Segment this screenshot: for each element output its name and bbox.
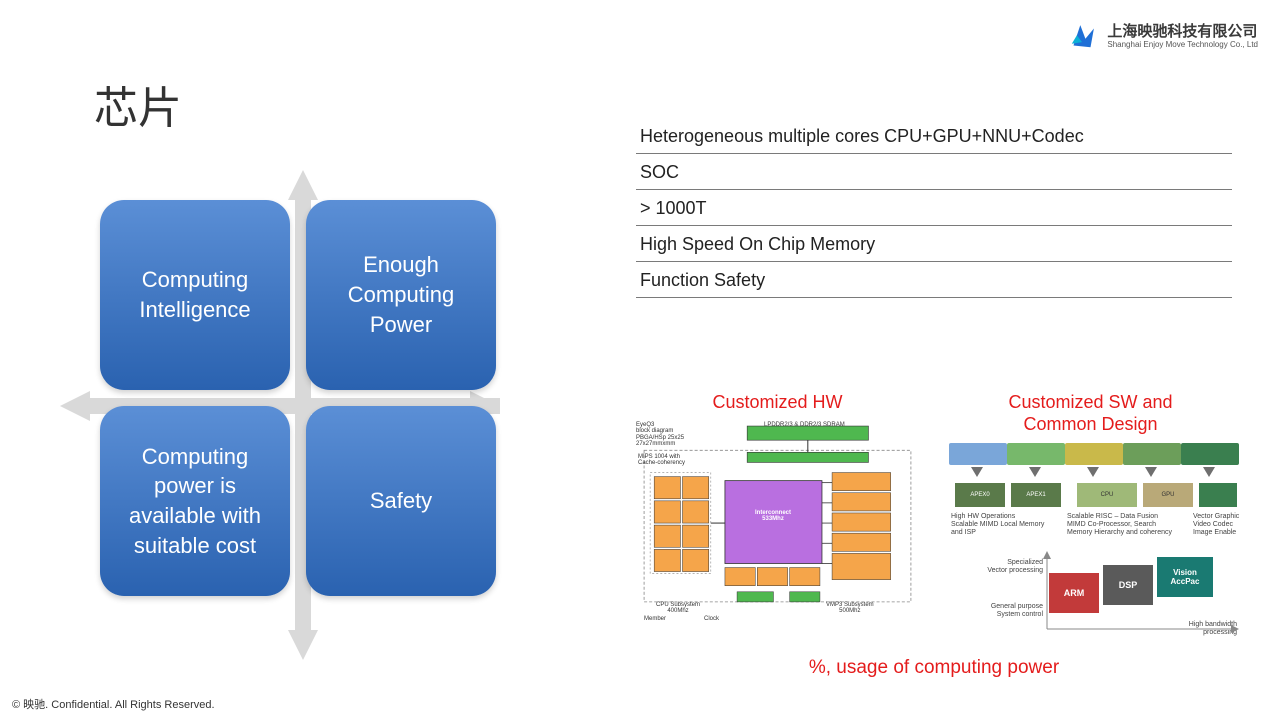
logo-text-cn: 上海映驰科技有限公司 [1107,24,1258,41]
quadrant-matrix: Computing Intelligence Enough Computing … [60,170,500,660]
hw-title: Customized HW [636,392,919,414]
hw-vmp-sub-label: VMP3 Subsystem 500Mhz [826,602,874,615]
company-logo: 上海映驰科技有限公司 Shanghai Enjoy Move Technolog… [1065,20,1258,54]
sw-stage [1181,443,1239,465]
sw-stage [1123,443,1181,465]
feature-row: SOC [636,154,1232,190]
sw-title: Customized SW and Common Design [949,392,1232,435]
hw-clock-label: Clock [704,616,719,623]
hw-member-label: Member [644,616,666,623]
sw-axes-icon [1043,551,1239,637]
quad-safety: Safety [306,406,496,596]
sw-apex1: APEX1 [1011,483,1061,507]
quad-computing-intelligence: Computing Intelligence [100,200,290,390]
hw-interconnect-label: Interconnect 533Mhz [738,510,808,523]
sw-cpu: CPU [1077,483,1137,507]
footer-text: © 映驰. Confidential. All Rights Reserved. [12,696,215,712]
hw-ddr-top-label: LPDDR2/3 & DDR2/3 SDRAM [764,422,845,429]
sw-stage [1007,443,1065,465]
feature-row: Heterogeneous multiple cores CPU+GPU+NNU… [636,118,1232,154]
sw-stage [949,443,1007,465]
sw-stage [1065,443,1123,465]
diagram-row: Customized HW [636,392,1232,643]
quad-cost: Computing power is available with suitab… [100,406,290,596]
sw-gpu: GPU [1143,483,1193,507]
feature-row: Function Safety [636,262,1232,298]
quad-computing-power: Enough Computing Power [306,200,496,390]
logo-text-en: Shanghai Enjoy Move Technology Co., Ltd [1107,41,1258,50]
sw-extra [1199,483,1237,507]
sw-apex0: APEX0 [955,483,1005,507]
sw-risc: Scalable RISC – Data Fusion MIMD Co-Proc… [1067,513,1187,536]
feature-row: High Speed On Chip Memory [636,226,1232,262]
sw-vector-graphic: Vector Graphic Video Codec Image Enable [1193,513,1243,536]
usage-caption: %, usage of computing power [636,657,1232,679]
sw-spec-label: Specialized Vector processing [953,559,1043,574]
logo-icon [1065,20,1099,54]
slide-title: 芯片 [94,72,182,136]
hw-diagram: Customized HW [636,392,919,643]
sw-gen-label: General purpose System control [953,603,1043,618]
feature-row: > 1000T [636,190,1232,226]
sw-diagram: Customized SW and Common Design APEX0 AP… [949,392,1232,643]
hw-cpu-sub-label: CPU Subsystem 400Mhz [656,602,700,615]
hw-mips-label: MIPS 1004 with Cache-coherency [638,454,685,467]
sw-hw-ops: High HW Operations Scalable MIMD Local M… [951,513,1051,536]
hw-chip-label: EyeQ3 block diagram PBGA/HSp 25x25 27x27… [636,422,684,448]
feature-list: Heterogeneous multiple cores CPU+GPU+NNU… [636,118,1232,360]
